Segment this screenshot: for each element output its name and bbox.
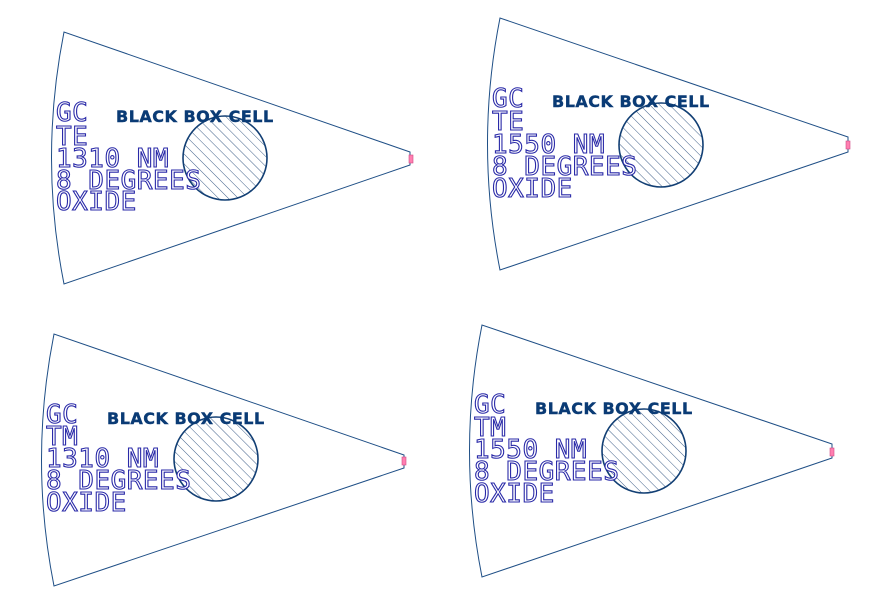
waveguide-port-marker [829,447,835,457]
black-box-label: BLACK BOX CELL [107,409,265,428]
black-box-circle [173,416,259,502]
black-box-label: BLACK BOX CELL [535,399,693,418]
cell-info-text: GC TE 1550 NM 8 DEGREES OXIDE [491,83,637,204]
grating-coupler-cell-tm-1310: BLACK BOX CELL GC TM 1310 NM 8 DEGREES O… [41,333,407,587]
info-line-wavelength: 1550 NM [474,435,587,465]
cell-info-text: GC TM 1550 NM 8 DEGREES OXIDE [473,389,619,509]
cell-info-text: GC TM 1310 NM 8 DEGREES OXIDE [45,399,191,518]
info-line-cladding: OXIDE [492,174,573,204]
info-line-polarization: TM [474,413,506,443]
grating-coupler-cell-te-1550: BLACK BOX CELL GC TE 1550 NM 8 DEGREES O… [487,17,851,271]
info-line-angle: 8 DEGREES [56,166,201,196]
info-line-wavelength: 1550 NM [492,130,605,160]
grating-coupler-cell-tm-1550: BLACK BOX CELL GC TM 1550 NM 8 DEGREES O… [469,324,835,578]
black-box-label: BLACK BOX CELL [116,107,274,126]
info-line-angle: 8 DEGREES [492,152,637,182]
info-line-angle: 8 DEGREES [474,457,619,487]
wedge-outline [487,17,849,271]
info-line-cladding: OXIDE [474,479,555,509]
waveguide-port-marker [845,140,851,150]
info-line-wavelength: 1310 NM [56,144,169,174]
info-line-type: GC [56,98,88,128]
info-line-type: GC [492,84,524,114]
wedge-outline [41,333,405,587]
info-line-polarization: TM [46,422,78,452]
black-box-circle [182,115,268,201]
waveguide-port-marker [408,154,414,164]
wedge-outline [51,31,411,285]
info-line-wavelength: 1310 NM [46,444,159,474]
info-line-type: GC [474,390,506,420]
grating-coupler-cell-te-1310: BLACK BOX CELL GC TE 1310 NM 8 DEGREES O… [51,31,414,285]
wedge-outline [469,324,833,578]
info-line-cladding: OXIDE [56,187,137,217]
info-line-type: GC [46,400,78,430]
info-line-angle: 8 DEGREES [46,466,191,496]
waveguide-port-marker [401,456,407,466]
black-box-circle [618,102,704,188]
info-line-cladding: OXIDE [46,488,127,518]
info-line-polarization: TE [56,122,88,152]
black-box-label: BLACK BOX CELL [552,92,710,111]
cell-info-text: GC TE 1310 NM 8 DEGREES OXIDE [55,97,201,217]
info-line-polarization: TE [492,107,524,137]
black-box-circle [601,408,687,494]
